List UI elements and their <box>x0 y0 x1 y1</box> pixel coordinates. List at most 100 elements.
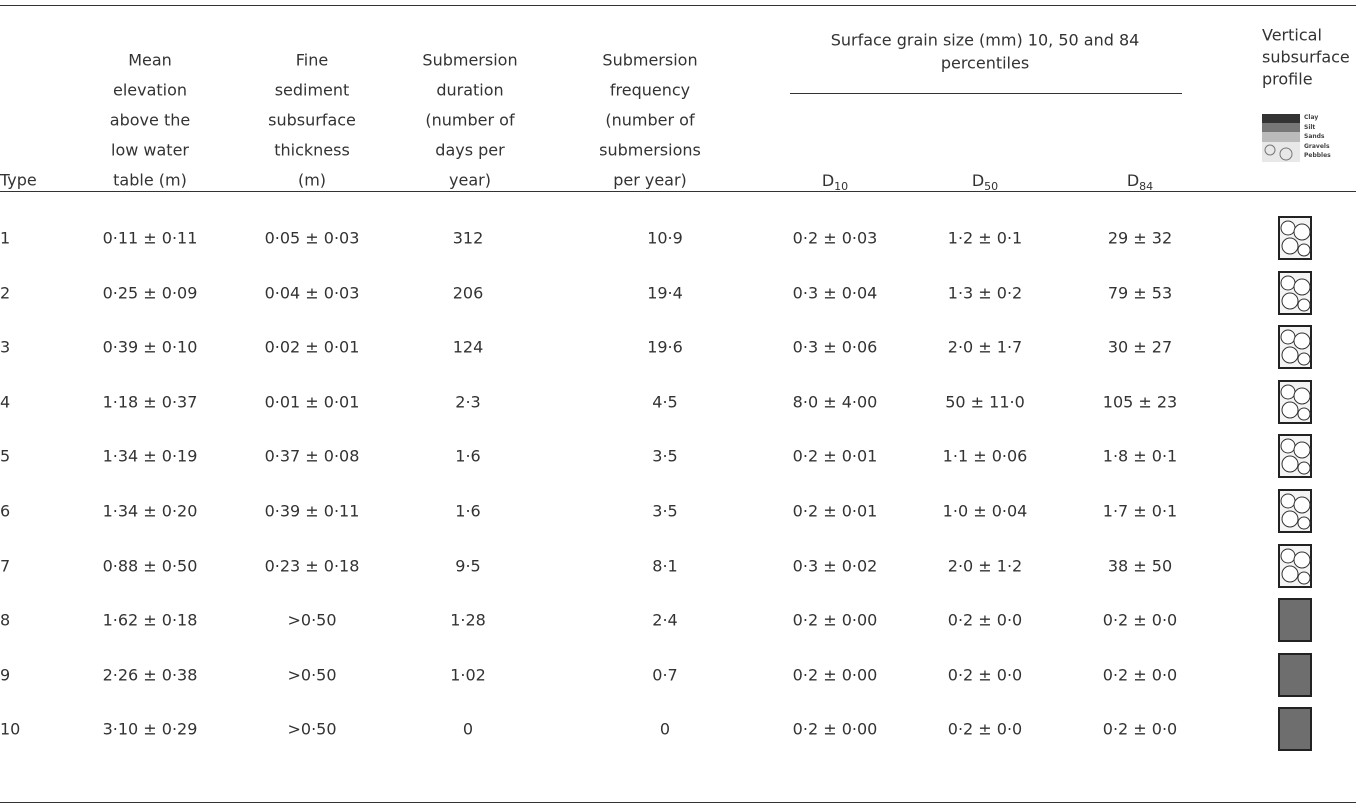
cell: 105 ± 23 <box>1103 392 1177 411</box>
symbol: D <box>1127 171 1139 190</box>
type-cell: 8 <box>0 611 10 630</box>
cell: 1·28 <box>450 611 486 630</box>
cell: 0·2 ± 0·0 <box>1103 665 1177 684</box>
cell: 79 ± 53 <box>1108 283 1172 302</box>
cell: >0·50 <box>287 720 336 739</box>
cell: 30 ± 27 <box>1108 338 1172 357</box>
header-text: low water <box>111 141 189 160</box>
bottom-rule <box>0 802 1356 803</box>
cell: 3·5 <box>652 502 677 521</box>
cell: 2·0 ± 1·7 <box>948 338 1022 357</box>
header-text: (number of <box>425 111 514 130</box>
cell: 4·5 <box>652 392 677 411</box>
cell: 1·6 <box>455 447 480 466</box>
header-text: elevation <box>113 81 187 100</box>
profile-icon <box>1278 653 1312 697</box>
profile-icon <box>1278 544 1312 588</box>
header-text: above the <box>110 111 190 130</box>
type-cell: 4 <box>0 392 10 411</box>
header-text: (number of <box>605 111 694 130</box>
header-text: Vertical <box>1262 26 1322 45</box>
cell: 0·88 ± 0·50 <box>103 556 198 575</box>
cell: >0·50 <box>287 665 336 684</box>
cell: 29 ± 32 <box>1108 229 1172 248</box>
type-cell: 7 <box>0 556 10 575</box>
header-text: frequency <box>610 81 690 100</box>
cell: 8·0 ± 4·00 <box>793 392 878 411</box>
cell: 0·3 ± 0·02 <box>793 556 878 575</box>
legend-label: Gravels <box>1304 143 1330 150</box>
group-rule <box>790 93 1182 94</box>
cell: 2·26 ± 0·38 <box>103 665 198 684</box>
profile-icon <box>1278 707 1312 751</box>
profile-icon <box>1278 271 1312 315</box>
type-cell: 9 <box>0 665 10 684</box>
header-text: D50 <box>972 171 998 193</box>
cell: 0·39 ± 0·11 <box>265 502 360 521</box>
cell: 0·3 ± 0·04 <box>793 283 878 302</box>
cell: 1·2 ± 0·1 <box>948 229 1022 248</box>
legend-swatches <box>1262 114 1300 162</box>
cell: 0 <box>660 720 670 739</box>
header-text: year) <box>449 171 491 190</box>
cell: 0·02 ± 0·01 <box>265 338 360 357</box>
header-text: per year) <box>613 171 687 190</box>
legend-label: Silt <box>1304 124 1315 131</box>
cell: 0·7 <box>652 665 677 684</box>
cell: 1·34 ± 0·20 <box>103 502 198 521</box>
cell: 50 ± 11·0 <box>945 392 1025 411</box>
cell: 0·2 ± 0·00 <box>793 611 878 630</box>
header-text: profile <box>1262 70 1313 89</box>
type-cell: 3 <box>0 338 10 357</box>
type-cell: 6 <box>0 502 10 521</box>
cell: 0·2 ± 0·0 <box>1103 720 1177 739</box>
cell: 19·4 <box>647 283 683 302</box>
table-page: Type Mean elevation above the low water table… <box>0 0 1356 809</box>
legend-label: Sands <box>1304 133 1325 140</box>
cell: 0·01 ± 0·01 <box>265 392 360 411</box>
group-header: percentiles <box>941 54 1029 73</box>
group-header: Surface grain size (mm) 10, 50 and 84 <box>831 31 1140 50</box>
header-text: days per <box>435 141 504 160</box>
header-text: table (m) <box>113 171 187 190</box>
cell: 1·6 <box>455 502 480 521</box>
cell: 0·11 ± 0·11 <box>103 229 198 248</box>
cell: 0·37 ± 0·08 <box>265 447 360 466</box>
cell: 0·2 ± 0·0 <box>1103 611 1177 630</box>
cell: 19·6 <box>647 338 683 357</box>
header-text: Type <box>0 171 37 190</box>
type-cell: 10 <box>0 720 20 739</box>
header-text: Submersion <box>422 51 517 70</box>
cell: 0·2 ± 0·01 <box>793 502 878 521</box>
cell: 1·3 ± 0·2 <box>948 283 1022 302</box>
header-text: Mean <box>128 51 172 70</box>
cell: 1·18 ± 0·37 <box>103 392 198 411</box>
cell: 2·4 <box>652 611 677 630</box>
cell: 0·2 ± 0·0 <box>948 720 1022 739</box>
cell: 1·0 ± 0·04 <box>943 502 1028 521</box>
cell: 206 <box>453 283 484 302</box>
cell: 0 <box>463 720 473 739</box>
legend-label: Clay <box>1304 114 1318 121</box>
header-text: submersions <box>599 141 701 160</box>
profile-icon <box>1278 325 1312 369</box>
header-text: (m) <box>298 171 326 190</box>
cell: 2·3 <box>455 392 480 411</box>
symbol: D <box>822 171 834 190</box>
cell: 3·10 ± 0·29 <box>103 720 198 739</box>
cell: >0·50 <box>287 611 336 630</box>
header-text: subsurface <box>1262 48 1350 67</box>
cell: 1·02 <box>450 665 486 684</box>
cell: 8·1 <box>652 556 677 575</box>
legend-label: Pebbles <box>1304 152 1331 159</box>
cell: 1·1 ± 0·06 <box>943 447 1028 466</box>
type-cell: 2 <box>0 283 10 302</box>
cell: 1·34 ± 0·19 <box>103 447 198 466</box>
header-text: sediment <box>275 81 350 100</box>
cell: 1·7 ± 0·1 <box>1103 502 1177 521</box>
profile-icon <box>1278 380 1312 424</box>
profile-icon <box>1278 489 1312 533</box>
cell: 1·62 ± 0·18 <box>103 611 198 630</box>
cell: 0·2 ± 0·03 <box>793 229 878 248</box>
profile-icon <box>1278 434 1312 478</box>
